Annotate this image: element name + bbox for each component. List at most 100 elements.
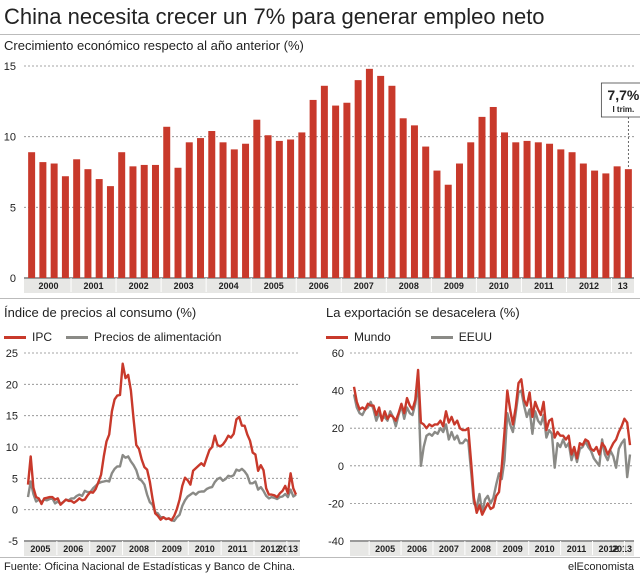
exports-series-mundo-line: [352, 368, 632, 516]
cpi-series-precios-de-alimentaci-n-line: [26, 453, 297, 523]
gdp-bar: [410, 125, 418, 278]
gdp-y-tick-label: 5: [10, 202, 16, 214]
cpi-y-tick-label: 25: [6, 348, 18, 360]
gdp-bar: [28, 152, 36, 278]
gdp-bar: [557, 149, 565, 278]
gdp-bar: [523, 140, 531, 278]
gdp-bar: [140, 164, 148, 278]
divider-top: [0, 34, 640, 35]
cpi-year-label: 2007: [96, 544, 116, 554]
exports-year-label: 2012: [598, 544, 618, 554]
gdp-year-label: 2000: [39, 281, 59, 291]
exports-year-label: 2009: [503, 544, 523, 554]
gdp-bar: [534, 142, 542, 278]
cpi-year-label: 2010: [195, 544, 215, 554]
gdp-bar: [230, 149, 238, 278]
exports-y-tick-label: -40: [328, 536, 344, 548]
brand-label: elEconomista: [567, 561, 634, 573]
exports-year-label: 2010: [535, 544, 555, 554]
gdp-year-label: 2006: [309, 281, 329, 291]
cpi-chart-title: Índice de precios al consumo (%): [4, 305, 197, 320]
divider-bottom: [0, 557, 640, 558]
gdp-bar: [455, 163, 463, 278]
exports-year-band: [350, 542, 634, 556]
gdp-bar: [174, 167, 182, 278]
exports-year-label: 2008: [471, 544, 491, 554]
cpi-y-tick-label: 0: [12, 505, 18, 517]
exports-legend: Mundo EEUU: [326, 330, 506, 344]
exports-y-tick-label: 60: [332, 348, 344, 360]
gdp-bar: [61, 176, 69, 278]
gdp-bar: [320, 85, 328, 278]
gdp-annotation-box: [600, 82, 640, 118]
gdp-y-tick-label: 15: [4, 61, 16, 73]
cpi-y-tick-label: 5: [12, 473, 18, 485]
gdp-bar: [365, 68, 373, 279]
gdp-bar: [613, 166, 621, 278]
gdp-bar: [163, 126, 171, 278]
gdp-bar: [197, 138, 205, 278]
gdp-bar: [309, 99, 317, 278]
gdp-bar: [253, 119, 261, 278]
cpi-year-label: 2012: [260, 544, 280, 554]
cpi-year-label: 2013: [278, 544, 298, 554]
legend-item-food: Precios de alimentación: [66, 330, 221, 344]
gdp-bar: [39, 162, 47, 278]
cpi-y-tick-label: -5: [8, 536, 18, 548]
cpi-year-label: 2008: [129, 544, 149, 554]
cpi-legend: IPC Precios de alimentación: [4, 330, 235, 344]
gdp-bar: [444, 184, 452, 278]
gdp-year-label: 2008: [399, 281, 419, 291]
gdp-bar: [388, 85, 396, 278]
legend-label-food: Precios de alimentación: [94, 330, 222, 344]
gdp-bar: [298, 132, 306, 278]
exports-year-label: 2005: [375, 544, 395, 554]
cpi-y-tick-label: 20: [6, 379, 18, 391]
gdp-annotation-sublabel: I trim.: [612, 105, 634, 114]
gdp-bar: [377, 75, 385, 278]
gdp-bar: [275, 140, 283, 278]
gdp-bar: [219, 142, 227, 278]
legend-item-ipc: IPC: [4, 330, 52, 344]
gdp-year-label: 2010: [489, 281, 509, 291]
gdp-bar: [399, 118, 407, 278]
legend-label-mundo: Mundo: [354, 330, 391, 344]
gdp-y-tick-label: 0: [10, 273, 16, 285]
gdp-annotation-value: 7,7%: [607, 87, 639, 103]
gdp-year-label: 2011: [534, 281, 554, 291]
gdp-bar: [602, 173, 610, 278]
gdp-bar: [95, 179, 103, 278]
gdp-year-label: 2004: [219, 281, 239, 291]
gdp-bar: [106, 186, 114, 278]
gdp-bar: [478, 116, 486, 278]
exports-y-tick-label: -20: [328, 498, 344, 510]
gdp-bar: [512, 142, 520, 278]
gdp-bar: [129, 166, 137, 278]
gdp-year-label: 2005: [264, 281, 284, 291]
gdp-bar: [185, 142, 193, 278]
exports-series-eeuu-line: [352, 380, 632, 514]
gdp-year-label: 13: [618, 281, 628, 291]
cpi-year-label: 2009: [162, 544, 182, 554]
legend-item-mundo: Mundo: [326, 330, 391, 344]
gdp-bar: [73, 159, 81, 278]
gdp-bar: [50, 163, 58, 278]
exports-y-tick-label: 40: [332, 386, 344, 398]
source-note: Fuente: Oficina Nacional de Estadísticas…: [4, 561, 296, 573]
gdp-bar: [568, 152, 576, 278]
gdp-year-label: 2009: [444, 281, 464, 291]
gdp-year-band: [24, 279, 634, 293]
page-title: China necesita crecer un 7% para generar…: [4, 4, 545, 29]
gdp-bar: [208, 131, 216, 278]
cpi-year-label: 2006: [63, 544, 83, 554]
exports-year-label: 2006: [407, 544, 427, 554]
gdp-bar: [343, 102, 351, 278]
gdp-y-tick-label: 10: [4, 132, 16, 144]
gdp-year-label: 2001: [84, 281, 104, 291]
gdp-year-label: 2002: [129, 281, 149, 291]
gdp-bar: [242, 143, 250, 278]
exports-year-label: 2007: [439, 544, 459, 554]
cpi-year-label: 2011: [228, 544, 248, 554]
gdp-bar: [467, 142, 475, 278]
exports-y-tick-label: 0: [338, 461, 344, 473]
